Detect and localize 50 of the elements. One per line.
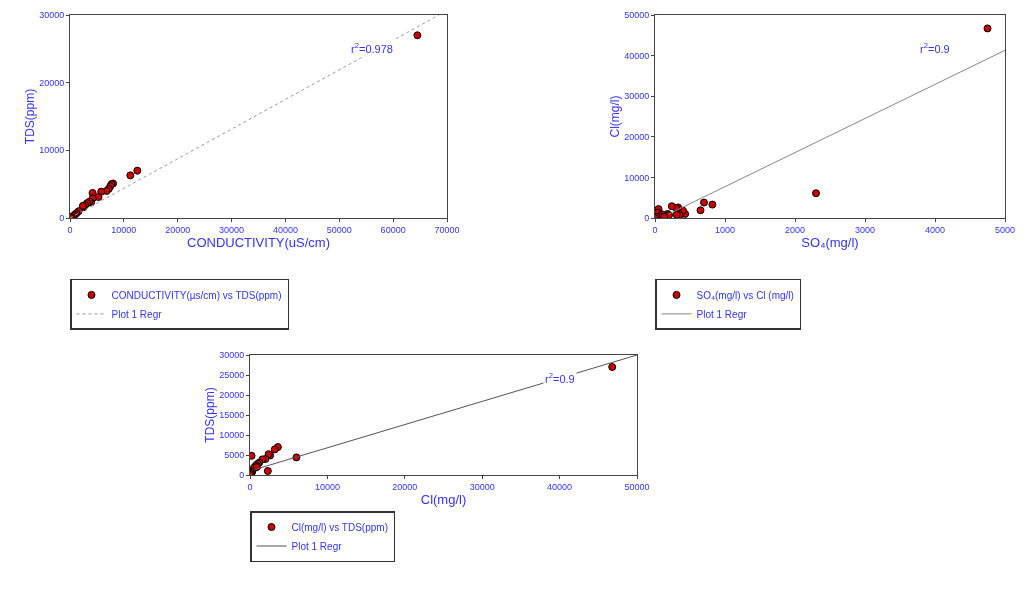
y-tick-label: 10000 <box>219 430 245 441</box>
y-tick-label: 20000 <box>624 131 650 142</box>
y-tick-label: 15000 <box>219 410 245 421</box>
x-tick-label: 3000 <box>854 224 876 235</box>
x-tick-label: 40000 <box>272 224 298 235</box>
y-tick-label: 10000 <box>624 172 650 183</box>
y-tick-label: 0 <box>239 470 245 481</box>
x-tick-label: 0 <box>247 481 253 492</box>
y-tick-label: 40000 <box>624 50 650 61</box>
x-tick-label: 50000 <box>326 224 352 235</box>
legend-label: Plot 1 Regr <box>696 308 748 320</box>
x-tick-label: 2000 <box>784 224 806 235</box>
legend-label: Plot 1 Regr <box>291 540 343 552</box>
annotation: r$^{2}$=0.9 <box>545 371 575 385</box>
y-tick-label: 30000 <box>624 91 650 102</box>
legend-label: SO₄(mg/l) vs Cl (mg/l) <box>696 289 794 301</box>
y-axis-title: TDS(ppm) <box>23 88 38 145</box>
x-tick-label: 10000 <box>314 481 340 492</box>
y-tick-label: 0 <box>644 213 650 224</box>
x-tick-label: 10000 <box>111 224 137 235</box>
y-tick-label: 50000 <box>624 10 650 21</box>
x-tick-label: 20000 <box>165 224 191 235</box>
x-axis-title: CONDUCTIVITY(uS/cm) <box>187 235 330 251</box>
x-tick-label: 60000 <box>380 224 406 235</box>
x-tick-label: 70000 <box>434 224 460 235</box>
annotation: r$^{2}$=0.9 <box>920 41 950 55</box>
y-tick-label: 5000 <box>224 450 245 461</box>
x-tick-label: 0 <box>652 224 658 235</box>
annotation: r$^{2}$=0.978 <box>351 41 393 55</box>
y-axis-title: Cl(mg/l) <box>608 95 623 138</box>
y-tick-label: 0 <box>59 213 65 224</box>
x-axis-title: SO₄(mg/l) <box>801 235 859 251</box>
legend-label: Plot 1 Regr <box>111 308 163 320</box>
y-tick-label: 10000 <box>39 145 65 156</box>
x-tick-label: 4000 <box>924 224 946 235</box>
y-tick-label: 25000 <box>219 370 245 381</box>
y-axis-title: TDS(ppm) <box>203 387 218 443</box>
x-axis-title: Cl(mg/l) <box>420 492 467 508</box>
x-tick-label: 5000 <box>994 224 1016 235</box>
legend-label: Cl(mg/l) vs TDS(ppm) <box>291 521 388 533</box>
x-tick-label: 20000 <box>392 481 418 492</box>
y-tick-label: 20000 <box>219 390 245 401</box>
y-tick-label: 30000 <box>39 10 65 21</box>
legend-label: CONDUCTIVITY(µs/cm) vs TDS(ppm) <box>111 289 282 301</box>
x-tick-label: 30000 <box>469 481 495 492</box>
x-tick-label: 40000 <box>547 481 573 492</box>
y-tick-label: 30000 <box>219 350 245 361</box>
x-tick-label: 0 <box>67 224 73 235</box>
x-tick-label: 1000 <box>714 224 736 235</box>
y-tick-label: 20000 <box>39 77 65 88</box>
